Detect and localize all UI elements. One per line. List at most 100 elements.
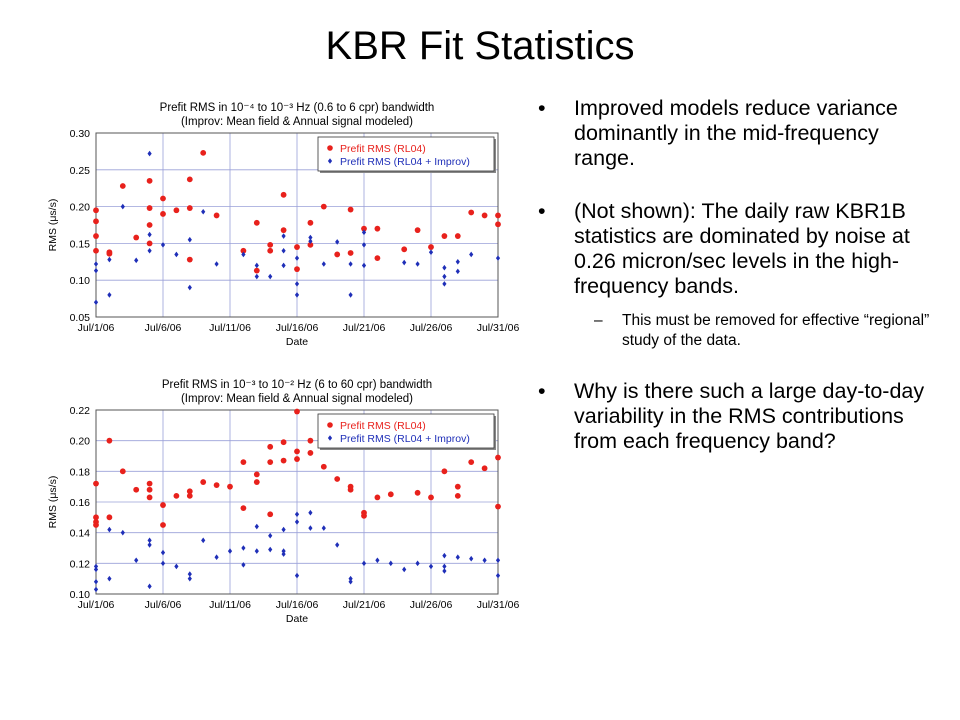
data-point-improv — [134, 557, 139, 564]
data-point-rl04 — [334, 251, 341, 258]
data-point-improv — [294, 519, 300, 525]
x-tick-label: Jul/26/06 — [410, 322, 453, 334]
data-point-rl04 — [173, 207, 180, 214]
data-point-rl04 — [454, 483, 461, 490]
data-point-rl04 — [253, 267, 260, 274]
y-tick-label: 0.15 — [70, 238, 91, 250]
data-point-improv — [281, 526, 286, 533]
data-point-improv — [187, 575, 192, 582]
x-tick-label: Jul/31/06 — [477, 599, 520, 611]
data-point-improv — [93, 563, 99, 570]
data-point-improv — [201, 208, 206, 215]
data-point-improv — [361, 242, 367, 248]
y-tick-label: 0.16 — [70, 497, 91, 509]
chart-subtitle: (Improv: Mean field & Annual signal mode… — [181, 393, 413, 405]
data-point-rl04 — [240, 459, 247, 466]
data-point-rl04 — [119, 183, 126, 189]
data-point-rl04 — [307, 219, 314, 226]
data-point-improv — [107, 526, 112, 533]
data-point-improv — [469, 555, 474, 562]
data-point-improv — [308, 238, 313, 244]
data-point-rl04 — [93, 233, 99, 239]
data-point-improv — [442, 563, 447, 570]
data-point-improv — [361, 229, 367, 236]
data-point-rl04 — [146, 240, 153, 247]
x-tick-label: Jul/16/06 — [276, 599, 319, 611]
data-point-rl04 — [106, 250, 113, 257]
y-tick-label: 0.10 — [70, 589, 91, 601]
data-point-rl04 — [93, 522, 99, 528]
legend-marker-improv — [327, 435, 333, 441]
data-point-improv — [415, 261, 420, 267]
data-point-rl04 — [186, 256, 193, 263]
data-point-improv — [134, 257, 139, 264]
y-tick-label: 0.25 — [70, 165, 91, 177]
data-point-rl04 — [146, 480, 153, 487]
data-point-improv — [294, 572, 300, 579]
data-point-rl04 — [186, 176, 193, 183]
data-point-improv — [214, 554, 219, 560]
x-tick-label: Jul/26/06 — [410, 599, 453, 611]
data-point-rl04 — [93, 207, 99, 214]
data-point-improv — [455, 554, 460, 560]
data-point-improv — [241, 251, 246, 258]
data-point-improv — [469, 251, 474, 258]
bullet-item: • Why is there such a large day-to-day v… — [536, 379, 936, 454]
data-point-rl04 — [428, 494, 434, 501]
data-point-rl04 — [454, 492, 461, 499]
data-point-improv — [415, 560, 420, 567]
data-point-improv — [361, 560, 367, 567]
data-point-improv — [241, 562, 246, 568]
data-point-improv — [442, 552, 447, 559]
x-axis-label: Date — [286, 336, 308, 348]
data-point-rl04 — [495, 221, 501, 228]
data-point-improv — [281, 233, 286, 239]
data-point-rl04 — [495, 212, 501, 219]
bullet-text: (Not shown): The daily raw KBR1B statist… — [574, 199, 910, 298]
data-point-improv — [174, 563, 179, 570]
y-axis-label: RMS (μs/s) — [47, 199, 59, 252]
data-point-rl04 — [93, 218, 99, 225]
data-point-improv — [201, 537, 206, 544]
data-point-rl04 — [119, 468, 126, 475]
data-point-improv — [254, 262, 259, 269]
data-point-rl04 — [307, 241, 314, 248]
data-point-rl04 — [146, 177, 153, 184]
data-point-improv — [187, 236, 192, 243]
bullet-list: • Improved models reduce variance domina… — [536, 96, 936, 454]
data-point-rl04 — [454, 233, 461, 239]
data-point-rl04 — [347, 206, 354, 213]
data-point-improv — [147, 583, 152, 590]
data-point-rl04 — [267, 511, 274, 518]
y-tick-label: 0.22 — [70, 405, 91, 417]
data-point-improv — [294, 511, 300, 518]
data-point-rl04 — [133, 234, 140, 241]
data-point-rl04 — [441, 468, 448, 475]
data-point-improv — [241, 545, 246, 551]
bullet-text: Why is there such a large day-to-day var… — [574, 379, 925, 453]
data-point-improv — [187, 571, 192, 577]
data-point-rl04 — [213, 482, 220, 489]
data-point-rl04 — [401, 246, 408, 253]
legend-label: Prefit RMS (RL04) — [340, 143, 426, 155]
data-point-rl04 — [93, 247, 99, 254]
legend-marker-improv — [327, 158, 333, 164]
data-point-rl04 — [307, 437, 314, 444]
data-point-improv — [93, 267, 99, 274]
data-point-rl04 — [441, 233, 448, 239]
data-point-improv — [495, 255, 501, 261]
data-point-rl04 — [334, 476, 341, 482]
data-point-rl04 — [253, 479, 260, 485]
data-point-improv — [174, 251, 179, 258]
data-point-rl04 — [267, 443, 274, 450]
data-point-improv — [93, 578, 99, 585]
data-point-improv — [442, 273, 447, 280]
data-point-improv — [361, 262, 367, 269]
x-tick-label: Jul/6/06 — [145, 599, 182, 611]
data-point-rl04 — [160, 502, 166, 508]
data-point-rl04 — [186, 488, 193, 495]
x-tick-label: Jul/21/06 — [343, 322, 386, 334]
legend-label: Prefit RMS (RL04 + Improv) — [340, 156, 470, 168]
y-tick-label: 0.20 — [70, 436, 91, 448]
data-point-improv — [281, 262, 286, 269]
